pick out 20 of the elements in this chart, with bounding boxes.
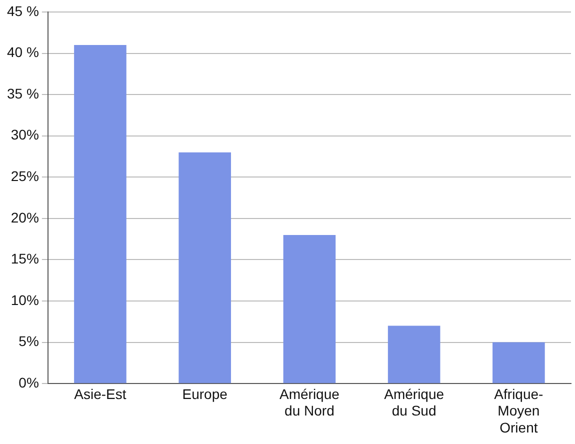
x-tick-label: Europe — [182, 386, 228, 402]
bar — [74, 45, 126, 384]
bar — [283, 234, 336, 384]
bar — [178, 152, 231, 384]
y-tick-label: 5% — [18, 333, 39, 350]
y-tick-label: 20% — [10, 209, 39, 226]
y-tick-label: 15% — [10, 250, 39, 267]
y-tick-label: 30% — [10, 126, 39, 143]
x-tick-label: Amérique du Sud — [384, 386, 444, 419]
y-tick-label: 25% — [10, 168, 39, 184]
y-tick-label: 35 % — [6, 85, 39, 102]
x-tick-label: Amérique du Nord — [279, 386, 340, 419]
y-tick-label: 0% — [18, 374, 39, 390]
x-tick-label: Asie-Est — [74, 386, 126, 402]
bar — [492, 342, 545, 384]
bar — [388, 326, 440, 384]
y-tick-label: 40 % — [6, 44, 39, 60]
x-tick-label: Afrique- Moyen Orient — [494, 386, 544, 436]
y-tick-label: 10% — [10, 292, 39, 308]
y-tick-label: 45 % — [6, 2, 39, 19]
